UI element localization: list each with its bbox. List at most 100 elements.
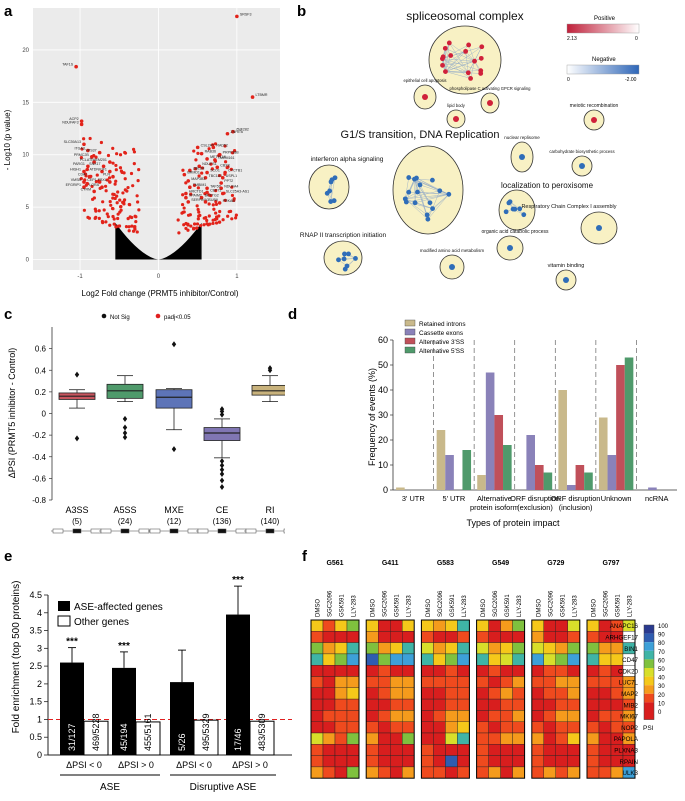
sig-point xyxy=(214,189,218,193)
sig-point xyxy=(176,218,180,222)
boxplot: c Not Sig padj<0.05 0.6 0.4 0.2 0 -0.2 -0.4 -0… xyxy=(4,306,285,534)
x-label: ΔPSI > 0 xyxy=(232,760,268,770)
legend-neg-max: -2.00 xyxy=(625,77,637,83)
heat-cell xyxy=(555,744,569,756)
heat-cell xyxy=(488,687,501,700)
edge xyxy=(405,194,449,200)
heat-cell xyxy=(531,766,545,779)
y-tick: 20 xyxy=(378,435,388,445)
node xyxy=(517,206,523,212)
sig-point xyxy=(209,193,213,198)
sig-point xyxy=(217,220,222,224)
heat-cell xyxy=(500,642,513,655)
gene-point xyxy=(188,168,192,173)
heat-cell xyxy=(433,766,446,779)
heat-cell xyxy=(555,721,569,734)
gene-row-label: CDK20 xyxy=(618,668,639,675)
sig-point xyxy=(135,230,139,234)
heat-cell xyxy=(433,755,446,768)
node xyxy=(403,199,409,205)
heat-cell xyxy=(322,653,336,666)
sig-point xyxy=(136,200,140,204)
sig-point xyxy=(111,161,115,165)
plot-area xyxy=(33,8,280,270)
exon xyxy=(283,528,285,534)
gene-point xyxy=(82,185,86,190)
heat-cell xyxy=(377,619,391,632)
heat-cell xyxy=(421,619,434,632)
heat-cell xyxy=(555,766,569,779)
gene-label: SNX17 xyxy=(89,162,100,166)
heat-cell xyxy=(433,642,446,655)
cluster-label: meiotic recombination xyxy=(570,103,619,109)
sig-point xyxy=(82,137,86,141)
heat-cell xyxy=(346,687,360,700)
heat-cell xyxy=(334,687,348,700)
treatment-label: SGC2096 xyxy=(328,590,334,617)
bar xyxy=(616,365,625,490)
sig-point xyxy=(107,176,112,180)
bar xyxy=(526,435,535,490)
node xyxy=(425,216,431,222)
y-axis-label: ΔPSI (PRMT5 inhibitor - Control) xyxy=(7,348,17,479)
x-tick: 0 xyxy=(157,274,161,280)
heat-cell xyxy=(377,721,391,734)
node xyxy=(440,62,445,68)
positive-gradient xyxy=(566,23,640,34)
gene-point xyxy=(213,158,217,162)
y-tick: 3.5 xyxy=(29,626,42,636)
heat-cell xyxy=(500,698,513,711)
sig-point xyxy=(118,198,122,202)
exon xyxy=(100,528,112,534)
heat-cell xyxy=(457,755,470,768)
edge xyxy=(416,177,449,195)
heat-cell xyxy=(476,676,489,689)
heat-cell xyxy=(365,721,379,734)
bar xyxy=(575,465,585,490)
colorbar-tick: 30 xyxy=(658,684,665,690)
heat-cell xyxy=(365,710,379,722)
gene-row-label: LUC7L xyxy=(619,680,639,687)
y-tick: 20 xyxy=(22,48,29,54)
edge xyxy=(449,42,475,62)
cluster-g1s: G1/S transition, DNA Replication xyxy=(341,129,499,235)
colorbar-tick: 70 xyxy=(658,650,665,656)
heat-cell xyxy=(322,698,336,711)
gene-row-label: BIN1 xyxy=(624,646,638,653)
block-frame xyxy=(531,619,581,779)
heat-cell xyxy=(322,710,336,722)
sig-point xyxy=(180,211,184,215)
heat-cell xyxy=(500,653,513,666)
heat-cell xyxy=(512,687,525,700)
legend-neg-min: 0 xyxy=(567,77,570,83)
heat-cell xyxy=(421,710,434,722)
y-tick: 5 xyxy=(26,205,30,211)
block-G797: G797 DMSO SGC2096 GSK591 LLY-283 xyxy=(586,560,636,779)
gene-label: SLC39A13 xyxy=(64,140,81,144)
heat-cell xyxy=(586,631,600,643)
category-count: (5) xyxy=(72,517,82,526)
heat-cell xyxy=(555,676,569,689)
heat-cell xyxy=(421,698,434,711)
gene-row-label: MIB2 xyxy=(624,702,639,709)
treatment-label: DMSO xyxy=(481,599,487,617)
heat-cell xyxy=(310,744,324,756)
cluster-circle xyxy=(308,164,350,210)
enrichment-map: b spliceosomal complex epithelial cell ap… xyxy=(297,3,640,291)
heat-cell xyxy=(433,676,446,689)
gene-label: HIGH1 xyxy=(70,167,81,171)
bar xyxy=(598,417,608,490)
bar-ase xyxy=(226,614,250,755)
legend-swatch xyxy=(404,319,416,327)
block-frame xyxy=(365,619,415,779)
node xyxy=(415,189,420,195)
gene-point xyxy=(205,157,209,161)
heat-cell xyxy=(500,619,513,632)
heat-cell xyxy=(445,676,458,689)
legend-label: Retained introns xyxy=(419,321,466,328)
box-A5SS xyxy=(106,375,144,441)
edge xyxy=(442,58,475,62)
heat-cell xyxy=(555,619,569,632)
heat-cell xyxy=(531,698,545,711)
sig-point xyxy=(106,153,111,158)
